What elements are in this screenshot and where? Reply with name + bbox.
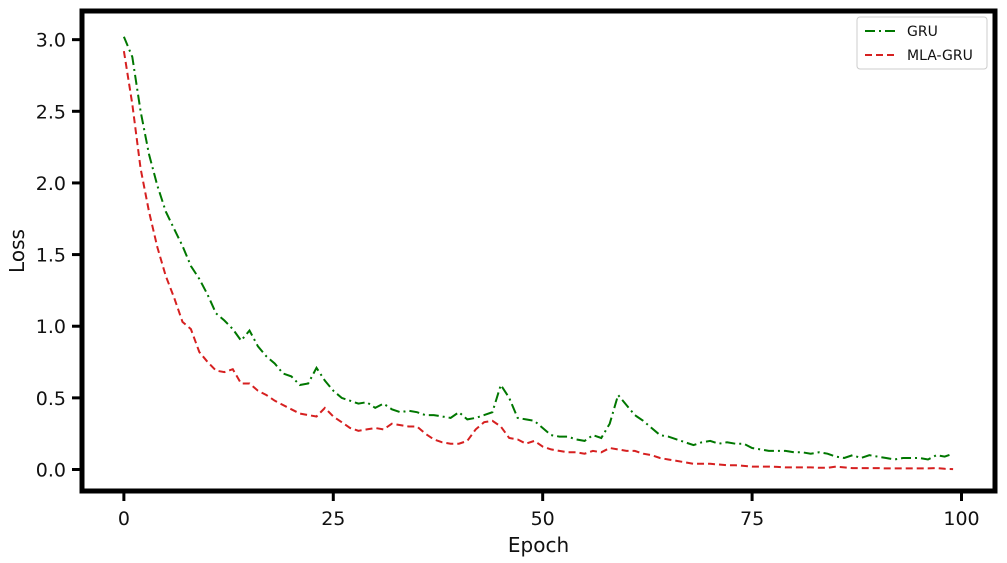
x-axis-label: Epoch [508, 533, 569, 557]
y-tick-label: 1.5 [36, 245, 66, 267]
y-tick-label: 0.0 [36, 460, 66, 482]
series-line-mla-gru [122, 50, 954, 471]
plot-frame [79, 8, 998, 494]
legend-label-mla-gru: MLA-GRU [907, 48, 973, 64]
x-axis-ticks: 0 25 50 75 100 [118, 491, 980, 530]
x-tick-label: 0 [118, 508, 130, 530]
x-tick-label: 25 [321, 508, 345, 530]
series-layer [122, 36, 954, 471]
legend: GRU MLA-GRU [856, 16, 988, 70]
x-tick-label: 100 [943, 508, 979, 530]
y-tick-label: 1.0 [36, 316, 66, 338]
x-tick-label: 75 [740, 508, 764, 530]
y-tick-label: 3.0 [36, 30, 66, 52]
series-line-gru [122, 36, 954, 461]
y-axis-ticks: 0.0 0.5 1.0 1.5 2.0 2.5 3.0 [36, 30, 82, 482]
y-tick-label: 2.5 [36, 101, 66, 123]
y-tick-label: 2.0 [36, 173, 66, 195]
y-tick-label: 0.5 [36, 388, 66, 410]
legend-label-gru: GRU [907, 24, 938, 40]
y-axis-label: Loss [5, 229, 29, 273]
x-tick-label: 50 [531, 508, 555, 530]
